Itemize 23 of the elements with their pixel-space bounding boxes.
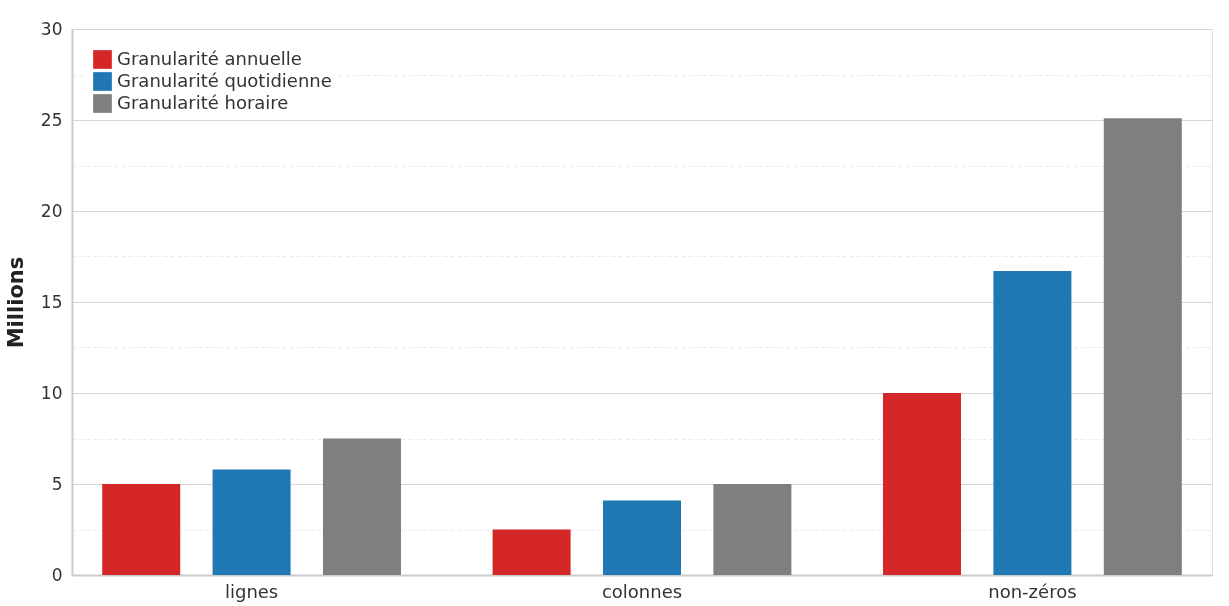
y-tick-label: 0 — [51, 564, 63, 585]
bar — [322, 438, 401, 575]
x-tick-label: lignes — [224, 580, 279, 602]
bar — [993, 271, 1072, 575]
y-tick-label: 30 — [40, 18, 63, 39]
bar — [212, 469, 291, 575]
bar — [713, 484, 792, 575]
x-tick-label: non-zéros — [988, 580, 1077, 602]
bar — [603, 500, 681, 575]
legend-label: Granularité quotidienne — [117, 69, 332, 91]
y-tick-label: 20 — [40, 200, 63, 221]
legend-label: Granularité annuelle — [117, 47, 302, 69]
y-tick-label: 15 — [40, 291, 63, 312]
bar — [492, 529, 571, 575]
x-tick-label: colonnes — [601, 580, 683, 602]
y-tick-label: 25 — [40, 109, 63, 130]
y-tick-label: 5 — [51, 473, 63, 494]
y-axis-title: Millions — [3, 256, 28, 349]
legend-label: Granularité horaire — [117, 91, 289, 113]
bar — [102, 484, 181, 575]
bar — [883, 393, 962, 575]
bar — [1103, 118, 1182, 575]
y-tick-label: 10 — [40, 382, 63, 403]
